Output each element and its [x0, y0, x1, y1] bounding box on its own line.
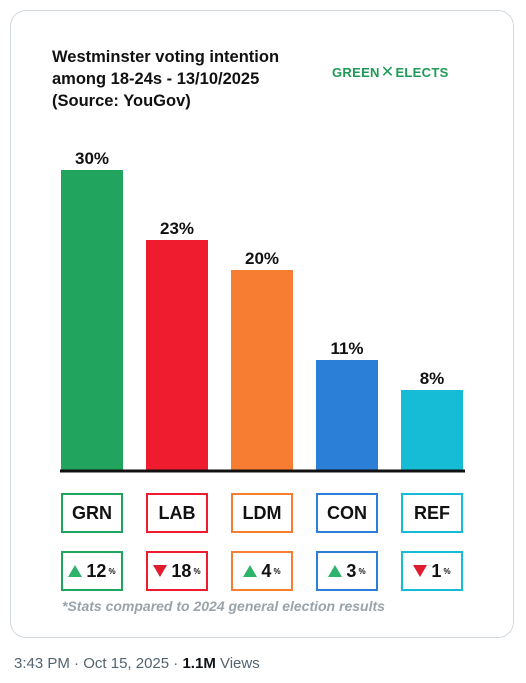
- change-value: 18: [171, 560, 192, 581]
- change-value: 12: [86, 560, 107, 581]
- triangle-down-icon: [413, 565, 428, 577]
- bar-grn: [61, 170, 123, 470]
- separator: ·: [69, 655, 84, 672]
- change-ldm: 4%: [231, 551, 293, 591]
- change-value: 4: [261, 560, 272, 581]
- data-label-ref: 8%: [420, 369, 445, 388]
- change-con: 3%: [316, 551, 378, 591]
- triangle-up-icon: [328, 565, 343, 577]
- change-grn: 12%: [61, 551, 123, 591]
- post-meta: 3:43 PM · Oct 15, 2025 · 1.1M Views: [14, 655, 260, 672]
- post-date[interactable]: Oct 15, 2025: [83, 655, 170, 672]
- bar-con: [316, 360, 378, 470]
- change-value: 1: [431, 560, 442, 581]
- change-unit: %: [443, 566, 451, 576]
- views-count: 1.1M: [182, 655, 216, 672]
- bar-lab: [146, 240, 208, 470]
- triangle-up-icon: [68, 565, 83, 577]
- bar-ref: [401, 390, 463, 470]
- change-value: 3: [346, 560, 357, 581]
- logo-text-right: ELECTS: [395, 64, 449, 80]
- greenelects-logo: GREEN ✕ ELECTS: [332, 62, 449, 82]
- tick-label-lab: LAB: [146, 493, 208, 533]
- data-label-ldm: 20%: [245, 249, 279, 268]
- triangle-down-icon: [153, 565, 168, 577]
- tick-label-ldm: LDM: [231, 493, 293, 533]
- post-time[interactable]: 3:43 PM: [14, 655, 70, 672]
- tick-label-grn: GRN: [61, 493, 123, 533]
- triangle-up-icon: [243, 565, 258, 577]
- change-unit: %: [108, 566, 116, 576]
- separator-2: ·: [169, 655, 183, 672]
- logo-text-left: GREEN: [332, 64, 380, 80]
- x-mark-icon: ✕: [380, 64, 395, 81]
- data-label-lab: 23%: [160, 219, 194, 238]
- change-unit: %: [273, 566, 281, 576]
- views-label: Views: [215, 655, 260, 672]
- tick-label-con: CON: [316, 493, 378, 533]
- data-label-grn: 30%: [75, 149, 109, 168]
- data-label-con: 11%: [330, 339, 363, 358]
- chart-title: Westminster voting intention among 18-24…: [52, 48, 280, 110]
- bar-ldm: [231, 270, 293, 470]
- change-unit: %: [358, 566, 366, 576]
- tick-label-ref: REF: [401, 493, 463, 533]
- footnote: *Stats compared to 2024 general election…: [62, 598, 385, 614]
- change-unit: %: [193, 566, 201, 576]
- change-lab: 18%: [146, 551, 208, 591]
- change-ref: 1%: [401, 551, 463, 591]
